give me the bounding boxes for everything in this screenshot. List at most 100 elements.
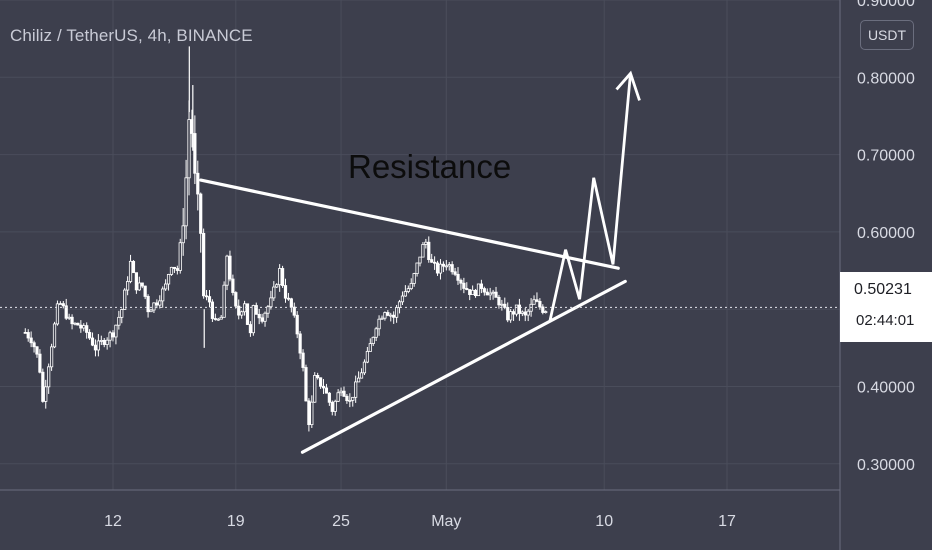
candle-body [321,385,326,389]
candle-body [400,295,405,303]
candle-body [105,339,109,345]
candle-body [155,302,159,306]
candle-body [152,302,156,311]
candle-body [263,312,267,322]
candle-body [447,264,451,267]
candle-body [298,333,302,354]
last-price-value: 0.50231 [854,281,912,298]
candle-body [327,392,331,403]
y-tick-label: 0.90000 [857,0,915,10]
candle-body [494,291,498,298]
candle-body [146,296,150,313]
candle-body [82,325,86,329]
candle-body [333,400,337,412]
x-tick-label: 12 [104,513,122,530]
candle-body [336,392,340,402]
candle-body [172,266,176,269]
candle-body [476,283,481,297]
candle-body [38,353,42,373]
x-tick-label: 17 [718,513,736,530]
candle-body [126,281,130,291]
candle-body [175,268,179,271]
candle-body [359,372,364,379]
resistance-annotation: Resistance [348,148,512,185]
candle-body [178,242,182,271]
time-axis[interactable]: 12 19 25 May 10 17 [0,489,840,530]
candle-body [301,352,305,368]
candle-body [143,285,147,297]
candle-body [231,278,235,293]
candle-body [64,305,68,319]
candle-body [421,244,425,258]
candle-body [32,342,36,348]
candle-body [330,401,334,412]
candle-body [304,367,308,402]
candle-body [140,282,144,287]
candle-body [471,289,475,295]
candle-body [254,305,258,315]
candle-body [433,261,437,264]
candle-body [462,282,466,289]
projection-path[interactable] [548,73,632,322]
candle-body [134,272,138,291]
candle-body [377,318,381,330]
y-tick-label: 0.60000 [857,225,915,242]
candle-body [351,396,355,401]
candle-body [292,306,296,316]
candle-body [202,232,206,297]
candle-body [275,284,279,288]
candle-body [55,303,60,325]
candle-body [96,340,100,351]
candle-body [435,262,440,274]
candle-body [544,311,548,313]
candle-body [418,256,422,264]
candle-body [26,332,30,339]
candle-body [415,262,419,274]
candle-body [509,311,513,321]
candle-body [225,255,229,286]
candle-body [339,390,343,394]
candle-countdown: 02:44:01 [856,312,915,329]
candle-body [207,296,212,303]
candle-body [511,311,516,315]
candle-body [289,298,293,308]
candle-body [453,271,457,275]
candle-body [368,343,372,352]
candle-body [316,375,320,379]
candle-body [468,289,472,295]
candle-body [488,292,492,296]
candlestick-series [23,46,548,432]
candle-body [29,337,33,344]
candle-body [465,288,469,290]
candle-body [295,314,299,335]
x-tick-label: 25 [332,513,350,530]
candle-body [269,297,273,308]
candle-body [237,305,241,316]
candle-body [386,312,390,316]
candle-body [535,299,539,302]
candle-body [280,268,285,286]
candle-body [114,324,118,338]
trendline[interactable] [300,279,627,454]
candle-body [44,386,48,402]
x-tick-label: 19 [227,513,245,530]
candle-body [397,301,402,309]
y-tick-label: 0.80000 [857,70,915,87]
trendline[interactable] [199,178,620,270]
candle-body [278,268,282,286]
candle-body [395,307,399,318]
candle-body [354,381,358,398]
candle-body [50,346,54,368]
candle-body [532,299,536,305]
candle-body [67,316,71,319]
candle-body [108,332,112,341]
candle-body [61,303,65,307]
candle-body [137,282,141,291]
candle-body [248,324,253,334]
candle-body [79,324,83,329]
candle-body [199,193,203,234]
currency-unit-button[interactable]: USDT [860,20,914,50]
candle-body [245,303,250,325]
